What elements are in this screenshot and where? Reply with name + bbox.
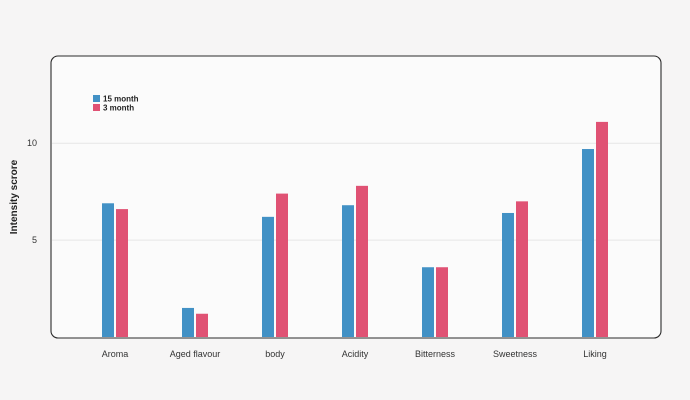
legend: 15 month 3 month <box>93 95 139 113</box>
bar-bitterness-3-month <box>436 267 448 337</box>
bar-liking-15-month <box>582 149 594 337</box>
bar-liking-3-month <box>596 121 608 338</box>
bar-acidity-3-month <box>356 185 368 337</box>
y-axis-label: Intensity scrore <box>9 159 20 234</box>
y-tick-label: 10 <box>27 138 37 148</box>
bar-aroma-3-month <box>116 209 128 337</box>
legend-label-3-month: 3 month <box>103 104 134 113</box>
x-tick-label: Aged flavour <box>170 349 221 359</box>
bar-sweetness-15-month <box>502 212 514 337</box>
x-tick-label: Acidity <box>342 349 369 359</box>
bars <box>102 121 608 338</box>
x-tick-label: Aroma <box>102 349 129 359</box>
x-tick-label: Bitterness <box>415 349 456 359</box>
legend-label-15-month: 15 month <box>103 95 139 104</box>
y-ticks: 5 10 <box>27 138 37 245</box>
x-tick-label: Sweetness <box>493 349 538 359</box>
bar-aroma-15-month <box>102 203 114 337</box>
legend-swatch-3-month <box>93 104 100 111</box>
x-tick-label: Liking <box>583 349 607 359</box>
bar-acidity-15-month <box>342 205 354 337</box>
bar-sweetness-3-month <box>516 201 528 337</box>
legend-swatch-15-month <box>93 95 100 102</box>
bar-bitterness-15-month <box>422 267 434 337</box>
x-tick-label: body <box>265 349 285 359</box>
y-tick-label: 5 <box>32 235 37 245</box>
bar-aged-flavour-3-month <box>196 313 208 337</box>
bar-body-15-month <box>262 216 274 337</box>
bar-aged-flavour-15-month <box>182 307 194 337</box>
bar-body-3-month <box>276 193 288 337</box>
x-tick-labels: Aroma Aged flavour body Acidity Bitterness Sw… <box>102 349 607 359</box>
